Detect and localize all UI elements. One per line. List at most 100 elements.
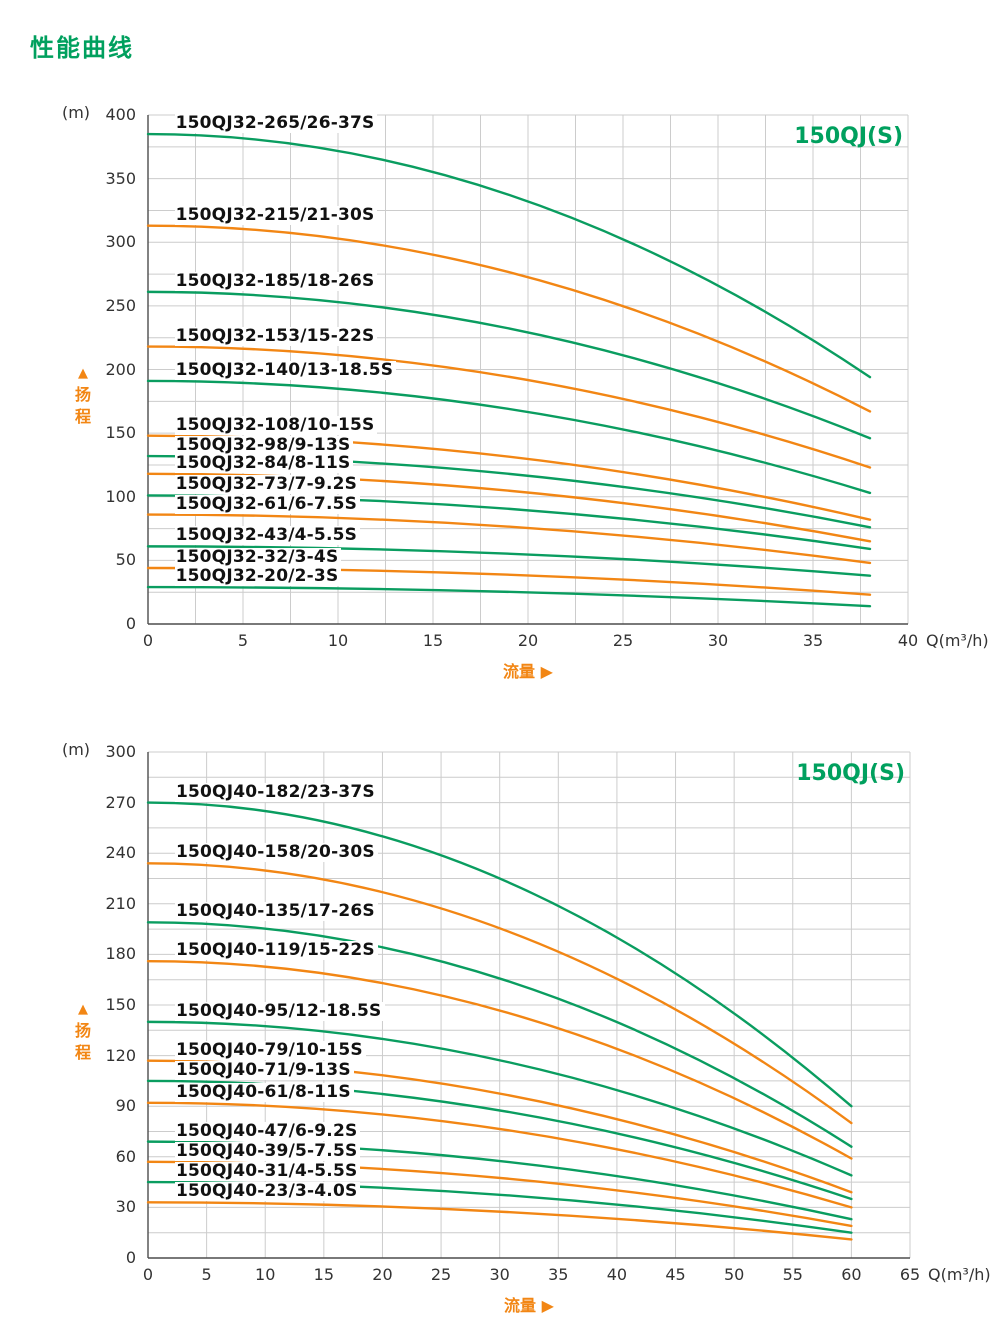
curve-label: 150QJ32-84/8-11S [174,453,354,473]
x-tick-label: 20 [372,1265,393,1284]
curve-label: 150QJ40-95/12-18.5S [174,1001,385,1021]
performance-curve [146,379,872,495]
y-tick-label: 0 [125,614,136,633]
x-tick-label: 25 [430,1265,452,1284]
performance-curve [146,1020,853,1177]
x-tick-label: 10 [327,631,349,650]
y-axis-title-char: 程 [74,1042,91,1062]
performance-curve [146,345,872,469]
y-tick-label: 200 [105,359,136,379]
x-tick-label: 30 [707,631,729,650]
x-axis-title: 流量 ▶ [504,1296,554,1315]
curve-label: 150QJ40-135/17-26S [174,902,378,922]
chart-corner-label: 150QJ(S) [796,761,905,786]
chart-corner-label: 150QJ(S) [794,124,903,149]
y-tick-label: 150 [105,423,136,443]
performance-curve [146,1101,853,1209]
y-tick-label: 250 [105,295,136,315]
x-tick-label: 15 [422,631,444,650]
x-tick-label: 65 [899,1265,921,1284]
curve-label: 150QJ40-23/3-4.0S [174,1182,361,1202]
performance-curve [146,801,853,1108]
x-tick-label: 5 [201,1265,212,1284]
x-tick-label: 25 [612,631,634,650]
x-tick-label: 45 [665,1265,686,1284]
performance-curve [146,132,872,379]
up-triangle-icon: ▲ [78,1001,88,1017]
curve-label: 150QJ40-47/6-9.2S [174,1121,361,1141]
x-axis-title: 流量 ▶ [503,662,553,681]
curve-label: 150QJ32-153/15-22S [174,326,378,346]
x-tick-label: 0 [142,1265,154,1284]
y-axis-title-char: 程 [74,407,91,427]
y-tick-label: 300 [105,742,136,761]
y-tick-label: 0 [125,1248,136,1267]
curve-label: 150QJ32-215/21-30S [174,205,378,225]
x-tick-label: 35 [802,631,824,650]
x-tick-label: 10 [255,1265,276,1284]
y-axis-unit: (m) [61,103,91,122]
performance-curve [146,1201,853,1241]
y-tick-label: 150 [105,995,136,1014]
curve-label: 150QJ32-265/26-37S [174,114,378,134]
performance-curve [146,545,872,577]
curve-label: 150QJ32-140/13-18.5S [174,360,397,380]
y-tick-label: 120 [105,1045,136,1065]
x-tick-label: 60 [841,1265,862,1284]
x-tick-label: 55 [782,1265,803,1284]
performance-curve [146,921,853,1148]
curve-label: 150QJ40-79/10-15S [174,1040,366,1060]
curve-label: 150QJ32-108/10-15S [174,415,378,435]
y-tick-label: 180 [105,944,136,964]
y-tick-label: 400 [105,105,136,124]
curve-label: 150QJ40-61/8-11S [174,1082,354,1102]
x-tick-label: 35 [548,1265,569,1284]
curve-label: 150QJ40-182/23-37S [174,782,378,802]
x-tick-label: 15 [313,1265,335,1284]
y-tick-label: 60 [115,1146,136,1166]
curve-label: 150QJ40-71/9-13S [174,1060,354,1080]
y-axis-unit: (m) [61,740,91,759]
curve-label: 150QJ40-158/20-30S [174,843,378,863]
y-tick-label: 270 [105,792,136,812]
x-tick-label: 50 [723,1265,745,1284]
up-triangle-icon: ▲ [78,366,88,382]
performance-curve [146,959,853,1160]
performance-curve [146,472,872,543]
y-axis-title-char: 扬 [74,385,91,405]
curve-label: 150QJ40-39/5-7.5S [174,1141,361,1161]
performance-curve [146,224,872,413]
y-tick-label: 30 [115,1197,136,1217]
y-tick-label: 350 [105,168,136,188]
y-axis-title-char: 扬 [74,1020,91,1040]
y-axis-title: ▲ 扬程 [66,364,100,428]
x-tick-label: 0 [142,631,154,650]
curve-label: 150QJ32-32/3-4S [174,548,342,567]
y-tick-label: 240 [105,843,136,863]
page-title: 性能曲线 [30,34,134,62]
curve-label: 150QJ32-185/18-26S [174,271,378,291]
curve-label: 150QJ40-119/15-22S [174,941,378,961]
y-tick-label: 50 [115,550,136,570]
performance-curve [146,585,872,608]
performance-curve [146,862,853,1125]
curve-label: 150QJ32-43/4-5.5S [174,526,361,546]
x-axis-unit: Q(m³/h) [926,631,989,650]
y-tick-label: 100 [105,486,136,506]
y-tick-label: 300 [105,232,136,252]
y-tick-label: 90 [115,1096,136,1116]
curve-label: 150QJ32-98/9-13S [174,436,354,456]
curve-label: 150QJ32-73/7-9.2S [174,475,361,495]
x-tick-label: 20 [517,631,539,650]
x-tick-label: 40 [897,631,919,650]
x-axis-unit: Q(m³/h) [928,1265,991,1284]
y-tick-label: 210 [105,893,136,913]
pump-curve-chart-150qj32: 400 350 300 250 200 150 100 50 0 0 5 10 15 20 25 30 35 40… [61,103,989,682]
performance-curve [146,513,872,565]
curve-label: 150QJ40-31/4-5.5S [174,1162,361,1182]
performance-curve [146,290,872,440]
